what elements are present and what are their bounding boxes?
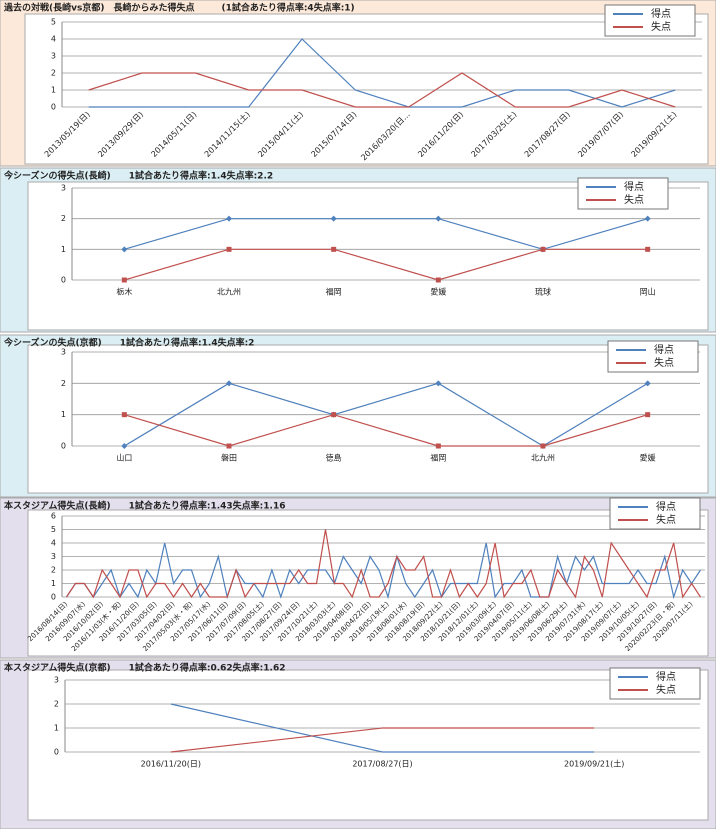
y-tick-label: 2 bbox=[51, 69, 56, 78]
point-marker bbox=[644, 215, 651, 222]
y-tick-label: 2 bbox=[61, 379, 66, 388]
y-tick-label: 0 bbox=[61, 276, 66, 285]
plot-box bbox=[27, 669, 709, 821]
x-tick-label: 2016/11/20(日) bbox=[141, 760, 201, 769]
y-tick-label: 6 bbox=[51, 512, 56, 521]
y-tick-label: 1 bbox=[61, 245, 66, 254]
y-tick-label: 2 bbox=[51, 566, 56, 575]
x-tick-label: 磐田 bbox=[221, 453, 237, 463]
y-tick-label: 1 bbox=[54, 724, 59, 733]
legend-box bbox=[577, 177, 669, 210]
chart-title: 今シーズンの得失点(長崎) 1試合あたり得点率:1.4失点率:2.2 bbox=[3, 170, 273, 182]
series-line bbox=[65, 529, 702, 599]
y-tick-label: 3 bbox=[51, 552, 56, 561]
legend-box bbox=[604, 4, 696, 37]
x-tick-label: 2017/08/27(日) bbox=[352, 760, 412, 769]
point-marker bbox=[435, 215, 442, 222]
legend-label: 失点 bbox=[654, 356, 674, 369]
x-tick-label: 愛媛 bbox=[640, 453, 656, 463]
series-line bbox=[124, 218, 648, 250]
y-tick-label: 3 bbox=[51, 52, 56, 61]
y-tick-label: 0 bbox=[51, 593, 56, 602]
x-tick-label: 北九州 bbox=[217, 288, 241, 297]
x-tick-label: 岡山 bbox=[640, 287, 656, 297]
x-tick-label: 徳島 bbox=[326, 453, 342, 463]
y-tick-label: 3 bbox=[54, 676, 59, 685]
legend-label: 得点 bbox=[654, 344, 674, 356]
y-tick-label: 1 bbox=[61, 410, 66, 419]
series-line bbox=[65, 542, 702, 600]
point-marker bbox=[645, 412, 651, 418]
y-tick-label: 3 bbox=[61, 348, 66, 357]
legend-label: 失点 bbox=[656, 683, 676, 696]
y-tick-label: 0 bbox=[54, 748, 59, 757]
plot-box bbox=[27, 344, 709, 494]
y-tick-label: 1 bbox=[51, 579, 56, 588]
x-tick-label: 福岡 bbox=[326, 288, 342, 297]
y-tick-label: 0 bbox=[51, 103, 56, 112]
y-tick-label: 0 bbox=[61, 442, 66, 451]
series-line bbox=[123, 382, 649, 447]
point-marker bbox=[226, 443, 232, 449]
point-marker bbox=[435, 277, 441, 283]
chart-title: 今シーズンの失点(京都) 1試合あたり得点率:1.4失点率:2 bbox=[3, 337, 254, 349]
y-tick-label: 4 bbox=[51, 539, 56, 548]
point-marker bbox=[540, 443, 546, 449]
point-marker bbox=[226, 380, 232, 387]
legend-label: 失点 bbox=[624, 193, 644, 206]
point-marker bbox=[435, 443, 441, 449]
x-tick-label: 琉球 bbox=[535, 287, 551, 297]
legend-label: 失点 bbox=[656, 513, 676, 526]
y-tick-label: 1 bbox=[51, 86, 56, 95]
legend-label: 得点 bbox=[651, 8, 671, 20]
x-tick-label: 北九州 bbox=[531, 454, 555, 463]
point-marker bbox=[226, 215, 232, 222]
series-line bbox=[124, 248, 648, 281]
x-tick-label: 愛媛 bbox=[430, 287, 446, 297]
chart-title: 過去の対戦(長崎vs京都) 長崎からみた得失点 (1試合あたり得点率:4失点率:… bbox=[3, 2, 355, 14]
point-marker bbox=[540, 246, 546, 252]
point-marker bbox=[331, 246, 337, 252]
point-marker bbox=[121, 412, 127, 418]
point-marker bbox=[331, 412, 337, 418]
point-marker bbox=[121, 277, 127, 283]
x-tick-label: 福岡 bbox=[430, 454, 446, 463]
point-marker bbox=[121, 246, 128, 253]
legend-label: 失点 bbox=[651, 20, 671, 33]
legend-label: 得点 bbox=[624, 181, 644, 193]
legend-box bbox=[609, 667, 701, 700]
x-tick-label: 栃木 bbox=[116, 287, 132, 297]
y-tick-label: 5 bbox=[51, 18, 56, 27]
chart-title: 本スタジアム得失点(京都) 1試合あたり得点率:0.62失点率:1.62 bbox=[4, 662, 285, 674]
chart-title: 本スタジアム得失点(長崎) 1試合あたり得点率:1.43失点率:1.16 bbox=[4, 500, 285, 512]
legend-label: 得点 bbox=[656, 501, 676, 513]
point-marker bbox=[226, 246, 232, 252]
plot-box bbox=[27, 509, 709, 657]
series-line bbox=[170, 703, 595, 753]
y-tick-label: 5 bbox=[51, 525, 56, 534]
x-tick-label: 山口 bbox=[116, 453, 132, 463]
y-tick-label: 4 bbox=[51, 35, 56, 44]
y-tick-label: 2 bbox=[61, 214, 66, 223]
y-tick-label: 3 bbox=[61, 184, 66, 193]
legend-box bbox=[607, 340, 699, 373]
x-tick-label: 2019/09/21(土) bbox=[564, 759, 624, 769]
point-marker bbox=[435, 380, 442, 387]
point-marker bbox=[644, 380, 651, 387]
point-marker bbox=[645, 246, 651, 252]
legend-box bbox=[609, 497, 701, 530]
legend-label: 得点 bbox=[656, 671, 676, 683]
point-marker bbox=[330, 215, 337, 222]
series-line bbox=[170, 727, 595, 753]
y-tick-label: 2 bbox=[54, 700, 59, 709]
series-line bbox=[88, 72, 676, 108]
point-marker bbox=[121, 443, 128, 449]
series-line bbox=[124, 414, 648, 447]
series-line bbox=[88, 38, 676, 108]
